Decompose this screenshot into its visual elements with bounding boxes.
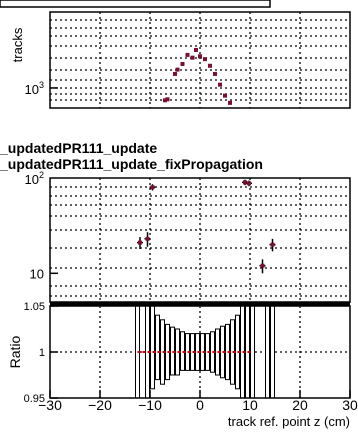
top-data-point bbox=[194, 47, 198, 52]
middle-data-point bbox=[247, 181, 251, 186]
middle-panel-grid bbox=[50, 178, 350, 302]
top-ylabel: tracks bbox=[10, 27, 25, 62]
middle-data-point bbox=[260, 263, 265, 268]
ratio-ytick-label: 0.95 bbox=[24, 393, 45, 405]
ratio-error-bar bbox=[265, 305, 270, 399]
top-data-point bbox=[173, 71, 177, 76]
ratio-xlabel: track ref. point z (cm) bbox=[228, 414, 350, 429]
middle-data-point bbox=[270, 242, 275, 247]
top-data-point bbox=[165, 97, 170, 102]
ratio-error-bar bbox=[150, 305, 155, 390]
middle-ytick-label-top: 102 bbox=[25, 170, 44, 187]
ratio-ytick-label: 1.05 bbox=[24, 301, 45, 313]
middle-data-point bbox=[138, 240, 142, 245]
ratio-error-bar bbox=[155, 314, 160, 381]
legend-entry-2: _updatedPR111_update_fixPropagation bbox=[0, 156, 263, 172]
ratio-xtick-label: 10 bbox=[242, 397, 258, 413]
top-data-point bbox=[185, 52, 190, 57]
top-data-point bbox=[203, 57, 207, 62]
legend-entry-1: _updatedPR111_update bbox=[0, 140, 158, 156]
top-data-point bbox=[223, 93, 227, 98]
middle-data-point bbox=[150, 185, 155, 190]
top-data-point bbox=[175, 67, 180, 72]
ratio-ytick-label: 1 bbox=[39, 347, 45, 359]
top-data-point bbox=[198, 54, 202, 59]
top-panel-grid bbox=[50, 12, 350, 108]
ratio-ylabel: Ratio bbox=[7, 335, 23, 368]
top-data-point bbox=[190, 55, 195, 60]
ratio-xtick-label: −30 bbox=[38, 397, 62, 413]
ratio-xtick-label: −10 bbox=[138, 397, 162, 413]
top-data-point bbox=[180, 61, 185, 66]
top-data-point bbox=[208, 63, 212, 68]
legend-box-top bbox=[0, 0, 271, 8]
ratio-xtick-label: 20 bbox=[292, 397, 308, 413]
top-data-point bbox=[213, 71, 217, 76]
ratio-xtick-label: −20 bbox=[88, 397, 112, 413]
ratio-xtick-label: 30 bbox=[342, 397, 358, 413]
top-ytick-label: 103 bbox=[25, 80, 44, 97]
top-data-point bbox=[163, 98, 167, 103]
top-data-point bbox=[218, 82, 222, 87]
top-panel-frame bbox=[49, 11, 351, 109]
ratio-xtick-label: 0 bbox=[196, 397, 204, 413]
top-data-point bbox=[228, 100, 232, 105]
middle-panel-frame bbox=[49, 177, 351, 303]
middle-data-point bbox=[243, 180, 247, 185]
middle-data-point bbox=[145, 236, 150, 241]
middle-ytick-label: 10 bbox=[30, 266, 44, 281]
ratio-error-bar bbox=[270, 305, 275, 399]
